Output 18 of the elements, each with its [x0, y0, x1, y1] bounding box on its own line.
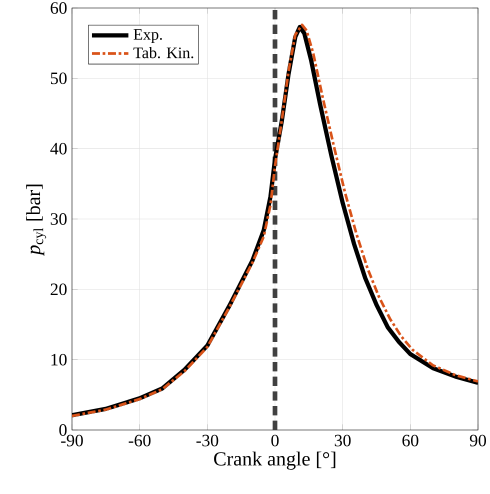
x-tick-label: 30 [334, 434, 351, 446]
y-tick-label: 10 [51, 354, 67, 366]
y-tick-label: 20 [50, 283, 67, 296]
y-axis-title: p$_{cyl}$ [bar] [26, 184, 46, 256]
y-tick-label: 40 [50, 142, 67, 155]
x-tick-label: 60 [402, 434, 418, 446]
y-tick-label: 0 [59, 424, 67, 436]
x-axis-title: Crank angle [°] [214, 452, 336, 470]
legend-label: Tab. Kin. [133, 46, 194, 58]
y-tick-label: 60 [50, 2, 67, 14]
x-tick-label: -60 [128, 434, 151, 446]
x-tick-label: 90 [470, 434, 486, 446]
y-tick-label: 30 [50, 213, 67, 225]
y-tick-label: 50 [50, 72, 67, 84]
x-tick-label: 0 [271, 434, 279, 446]
x-tick-label: -90 [61, 434, 83, 446]
legend-label: Exp. [134, 29, 162, 44]
x-tick-label: -30 [196, 434, 218, 446]
